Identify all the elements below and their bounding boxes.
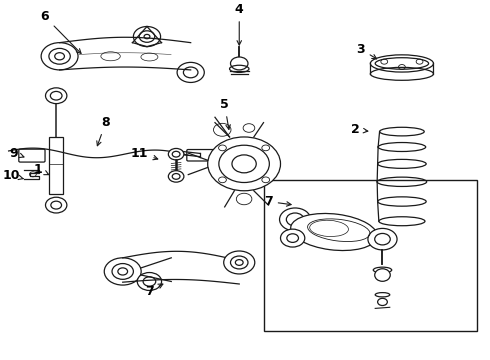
Text: 10: 10	[2, 169, 23, 182]
Circle shape	[280, 229, 305, 247]
Circle shape	[137, 273, 162, 291]
Text: 2: 2	[351, 123, 368, 136]
Text: 5: 5	[220, 98, 230, 129]
Text: 7: 7	[145, 284, 163, 298]
Circle shape	[279, 208, 311, 231]
Text: 9: 9	[9, 147, 24, 159]
Circle shape	[169, 171, 184, 182]
Circle shape	[368, 228, 397, 250]
Text: 7: 7	[264, 195, 291, 208]
Bar	[264, 180, 477, 330]
Circle shape	[169, 148, 184, 160]
Text: 11: 11	[131, 147, 158, 160]
Text: 6: 6	[41, 10, 81, 53]
Bar	[49, 137, 64, 194]
Ellipse shape	[375, 269, 390, 281]
Ellipse shape	[370, 55, 434, 72]
Circle shape	[224, 251, 255, 274]
Circle shape	[230, 57, 248, 70]
Text: 1: 1	[33, 163, 49, 176]
FancyBboxPatch shape	[19, 149, 45, 162]
Text: 8: 8	[97, 116, 110, 146]
Circle shape	[104, 258, 141, 285]
Circle shape	[46, 197, 67, 213]
Ellipse shape	[291, 213, 377, 251]
Circle shape	[133, 27, 161, 46]
Circle shape	[46, 88, 67, 104]
Circle shape	[177, 62, 204, 82]
Text: 3: 3	[356, 42, 377, 59]
Text: 4: 4	[235, 3, 244, 45]
Circle shape	[208, 137, 280, 191]
Circle shape	[41, 42, 78, 70]
